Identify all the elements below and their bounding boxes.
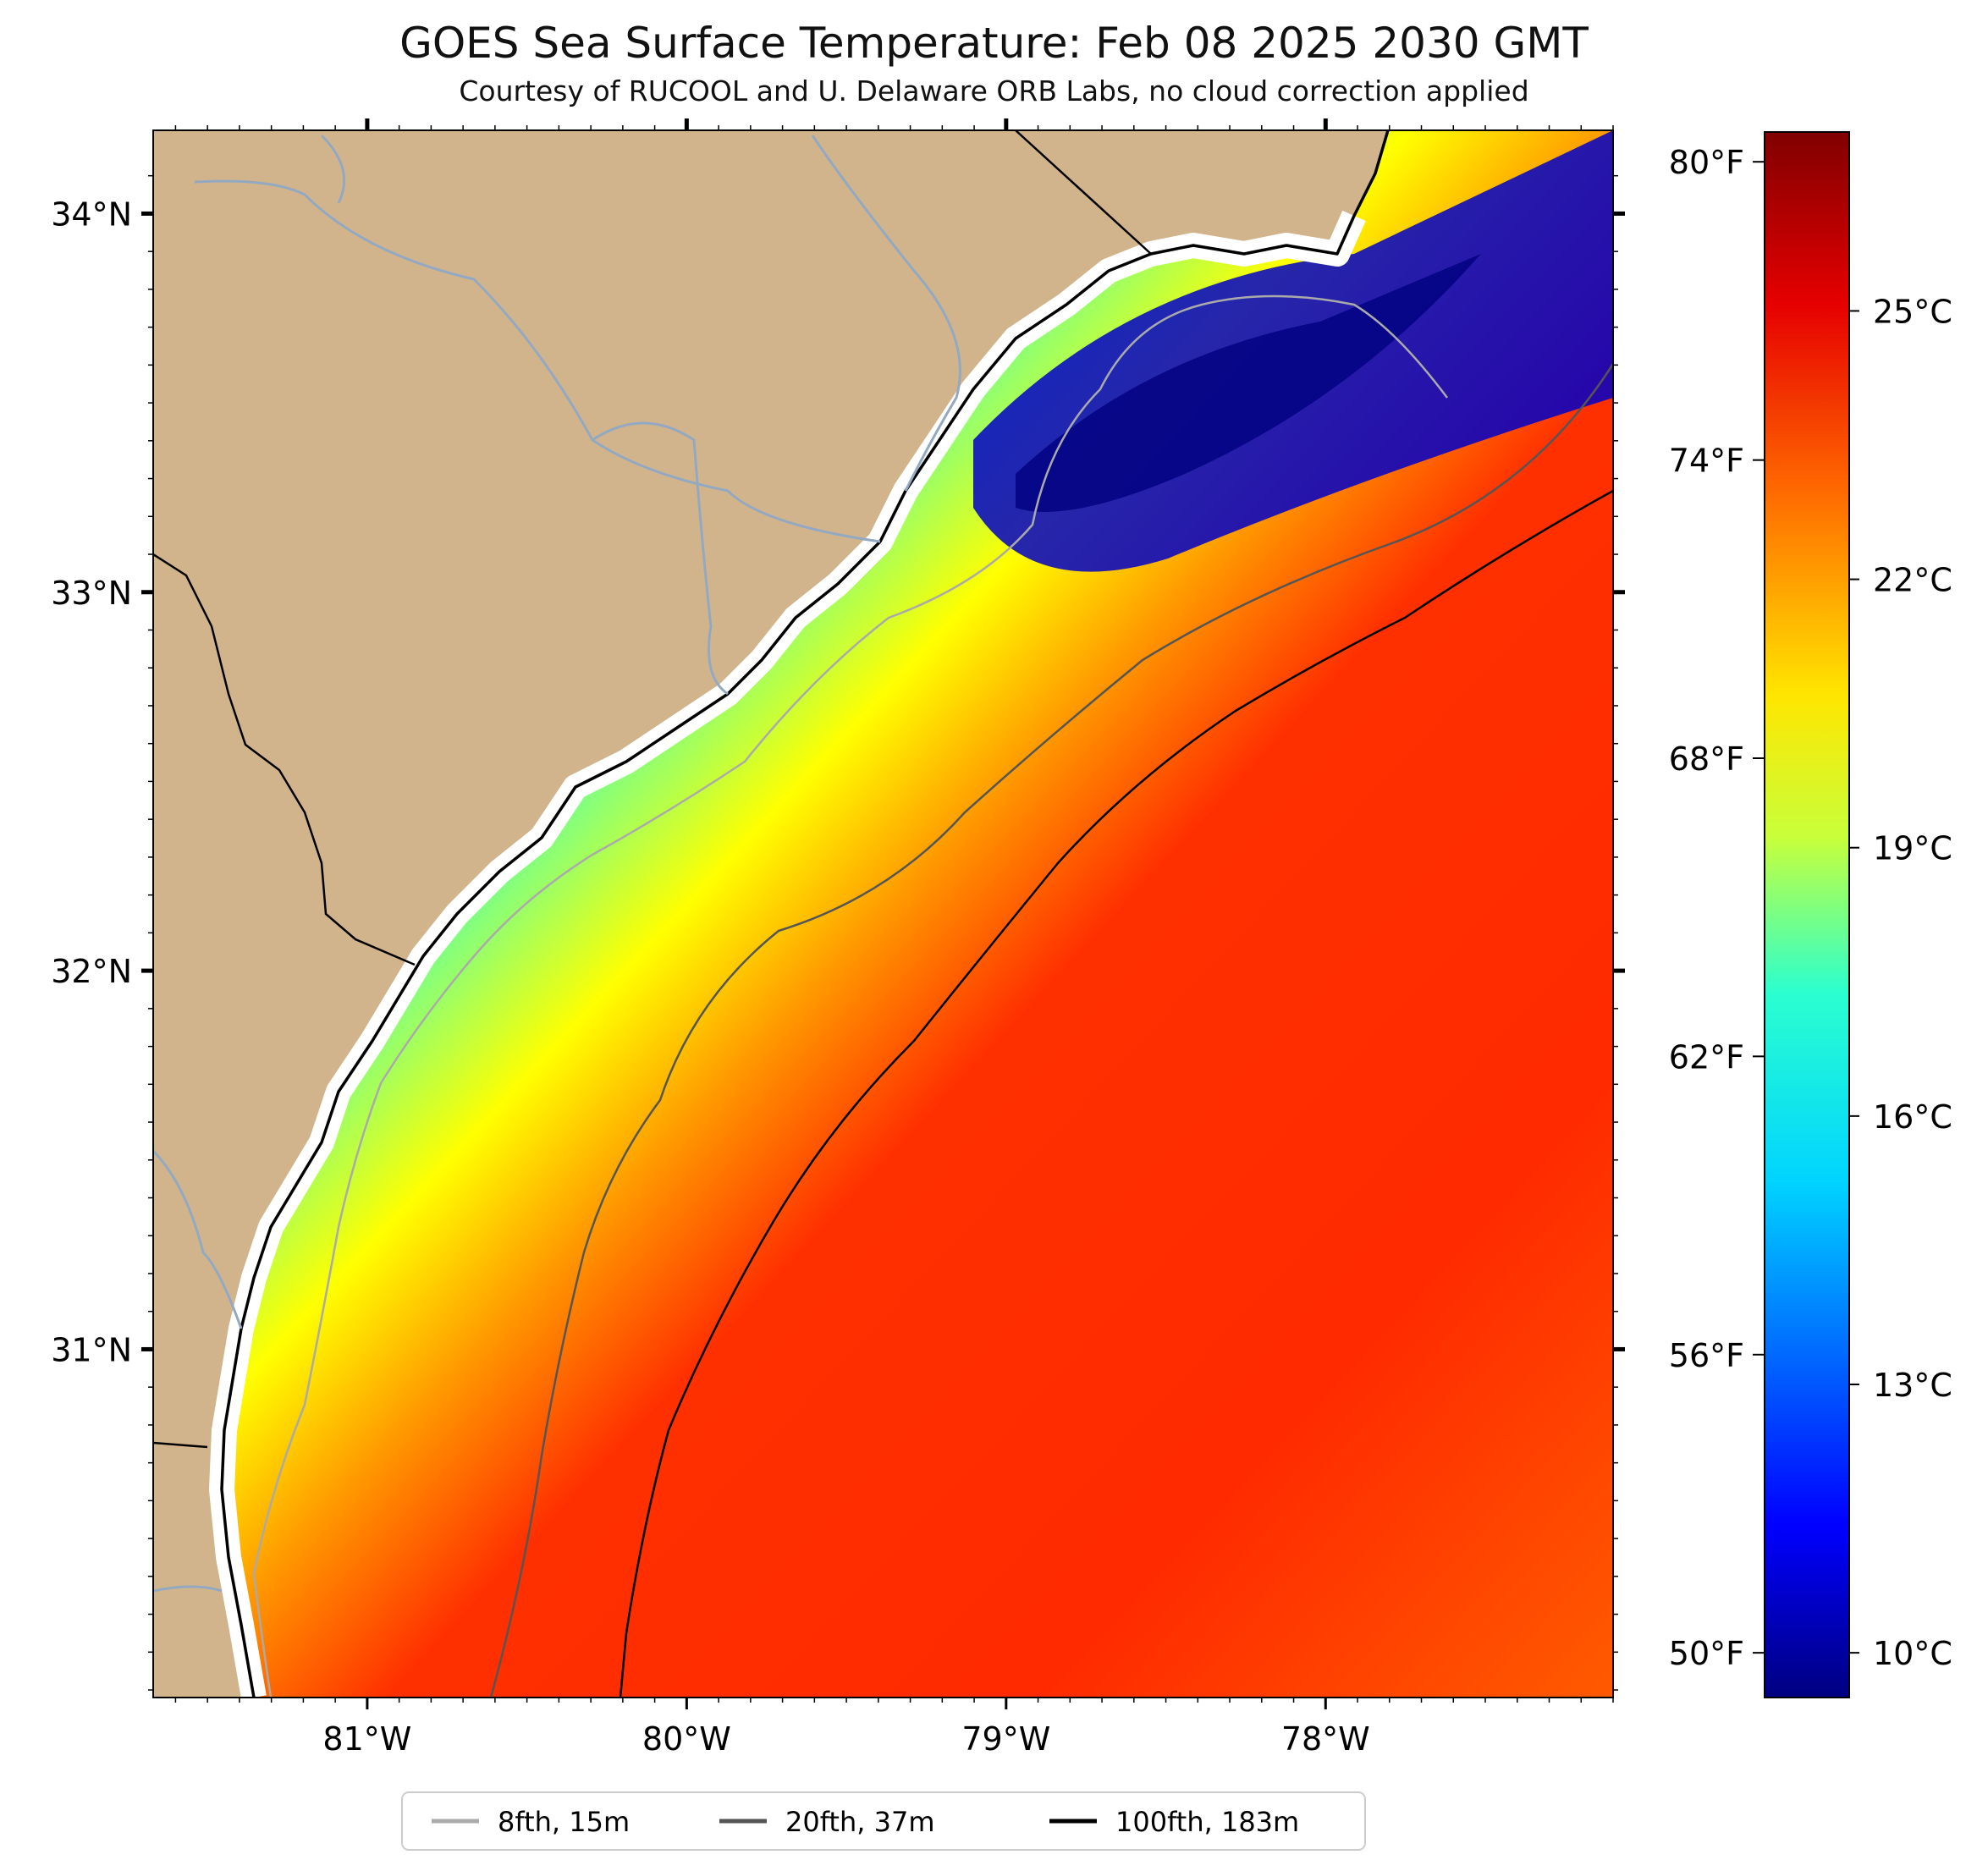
rivers: [153, 134, 961, 1593]
colorbar-c-label-5: 25°C: [1873, 293, 1952, 330]
legend: 8fth, 15m 20fth, 37m 100fth, 183m: [401, 1791, 1366, 1851]
isobath-20fth: [489, 363, 1613, 1698]
colorbar-frame: [1764, 131, 1850, 1698]
x-tick-label-2: 79°W: [961, 1720, 1050, 1758]
legend-frame: [401, 1791, 1366, 1851]
map-ticks: 81°W 80°W 79°W 78°W 34°N 33°N 32°N 31°N: [51, 118, 1625, 1758]
colorbar-f-label-4: 74°F: [1669, 443, 1744, 480]
x-tick-label-3: 78°W: [1281, 1720, 1370, 1758]
colorbar-c-label-3: 19°C: [1873, 830, 1952, 867]
legend-label-1: 20fth, 37m: [785, 1806, 934, 1838]
legend-label-2: 100fth, 183m: [1115, 1806, 1299, 1838]
figure-subtitle: Courtesy of RUCOOL and U. Delaware ORB L…: [459, 74, 1529, 107]
y-tick-label-2: 32°N: [51, 953, 132, 990]
figure-title: GOES Sea Surface Temperature: Feb 08 202…: [399, 19, 1589, 68]
colorbar-f-label-0: 50°F: [1669, 1635, 1744, 1672]
coastline: [220, 130, 1390, 1698]
colorbar-c-label-1: 13°C: [1873, 1367, 1952, 1404]
y-tick-label-1: 33°N: [51, 575, 132, 612]
colorbar-f-label-1: 56°F: [1669, 1337, 1744, 1374]
colorbar-c-label-0: 10°C: [1873, 1635, 1952, 1672]
coldest-water-patch: [1016, 254, 1481, 512]
colorbar-f-label-2: 62°F: [1669, 1038, 1744, 1076]
map-frame: [152, 129, 1614, 1698]
x-tick-label-0: 81°W: [322, 1720, 411, 1758]
y-tick-label-0: 34°N: [51, 195, 132, 233]
colorbar-c-label-4: 22°C: [1873, 562, 1952, 599]
legend-label-0: 8fth, 15m: [498, 1806, 630, 1838]
map-panel: [153, 130, 1613, 1698]
isobath-8fth: [252, 294, 1448, 1698]
state-borders: [153, 130, 1152, 1449]
colorbar: [1765, 132, 1849, 1698]
land-area: [153, 130, 1388, 1698]
colorbar-ticks: 10°C 13°C 16°C 19°C 22°C 25°C 50°F 56°F 62°F 68°F…: [1669, 144, 1952, 1672]
colorbar-f-label-3: 68°F: [1669, 740, 1744, 778]
x-tick-label-1: 80°W: [642, 1720, 731, 1758]
colorbar-f-label-5: 80°F: [1669, 144, 1744, 181]
isobath-100fth: [619, 489, 1613, 1698]
y-tick-label-3: 31°N: [51, 1331, 132, 1368]
colorbar-c-label-2: 16°C: [1873, 1098, 1952, 1136]
